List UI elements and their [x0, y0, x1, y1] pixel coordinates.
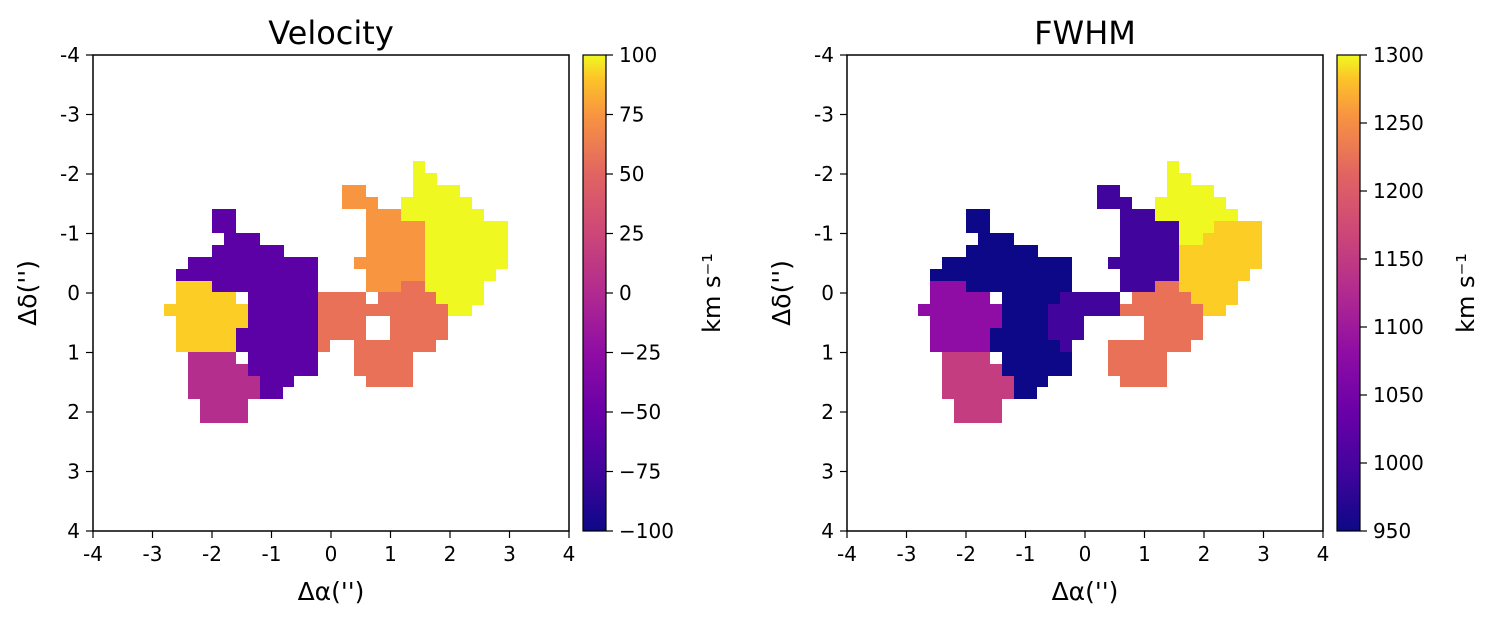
velocity-ytick-label: 3	[67, 460, 80, 484]
velocity-ytick-label: 4	[67, 519, 80, 543]
velocity-colorbar-tick: −50	[619, 400, 661, 424]
velocity-colorbar-label: km s⁻¹	[698, 253, 726, 333]
velocity-ytick-label: -2	[60, 162, 80, 186]
fwhm-colorbar-tick: 950	[1373, 519, 1411, 543]
velocity-panel: Velocity -4 -3 -2	[13, 14, 726, 606]
fwhm-colorbar-tick: 1200	[1373, 179, 1424, 203]
fwhm-xtick-label: -2	[956, 542, 976, 566]
velocity-ytick-label: 2	[67, 400, 80, 424]
fwhm-y-ticks	[840, 54, 847, 532]
velocity-ytick-label: 0	[67, 281, 80, 305]
velocity-colorbar-tick: 100	[619, 43, 657, 67]
fwhm-ytick-label: 0	[821, 281, 834, 305]
velocity-region-gold	[164, 281, 248, 352]
fwhm-ytick-label: 2	[821, 400, 834, 424]
velocity-colorbar-tick: −75	[619, 460, 661, 484]
fwhm-ytick-label: -4	[814, 43, 834, 67]
velocity-region-magenta	[188, 352, 260, 423]
fwhm-xtick-label: 1	[1138, 542, 1151, 566]
velocity-region-orange	[342, 185, 425, 292]
velocity-xtick-label: 2	[444, 542, 457, 566]
velocity-xtick-label: 4	[563, 542, 576, 566]
velocity-xtick-label: 1	[384, 542, 397, 566]
fwhm-ytick-label: 3	[821, 460, 834, 484]
fwhm-map	[918, 161, 1262, 423]
fwhm-region-pink	[942, 352, 1014, 423]
fwhm-x-axis-label: Δα('')	[1052, 577, 1119, 606]
velocity-xtick-label: -2	[202, 542, 222, 566]
fwhm-region-indigo	[1048, 185, 1179, 352]
fwhm-xtick-label: -1	[1016, 542, 1036, 566]
velocity-title: Velocity	[268, 14, 394, 52]
fwhm-colorbar-label: km s⁻¹	[1452, 253, 1480, 333]
velocity-x-ticks	[92, 531, 570, 538]
velocity-colorbar-tick: 50	[619, 162, 644, 186]
velocity-xtick-label: -3	[143, 542, 163, 566]
fwhm-panel: FWHM -4 -3 -2	[767, 14, 1480, 606]
fwhm-xtick-label: 3	[1257, 542, 1270, 566]
fwhm-colorbar-tick: 1150	[1373, 247, 1424, 271]
velocity-colorbar-tick: 25	[619, 222, 644, 246]
velocity-x-axis-label: Δα('')	[298, 577, 365, 606]
fwhm-ytick-label: -2	[814, 162, 834, 186]
velocity-y-ticks	[86, 54, 93, 532]
fwhm-colorbar-tick: 1050	[1373, 383, 1424, 407]
fwhm-xtick-label: 4	[1317, 542, 1330, 566]
velocity-xtick-label: 0	[325, 542, 338, 566]
velocity-region-salmon	[294, 281, 448, 387]
fwhm-ytick-label: 4	[821, 519, 834, 543]
fwhm-region-salmon	[1108, 281, 1203, 387]
fwhm-ytick-label: 1	[821, 341, 834, 365]
velocity-xtick-label: 3	[503, 542, 516, 566]
velocity-colorbar-tick: 75	[619, 103, 644, 127]
velocity-ytick-label: -3	[60, 103, 80, 127]
fwhm-title: FWHM	[1034, 14, 1136, 52]
velocity-colorbar-tick: 0	[619, 281, 632, 305]
fwhm-region-yellow	[1155, 161, 1238, 245]
velocity-colorbar-tick: −25	[619, 341, 661, 365]
fwhm-x-ticks	[846, 531, 1324, 538]
velocity-colorbar-gradient	[582, 54, 607, 532]
fwhm-xtick-label: 2	[1198, 542, 1211, 566]
fwhm-xtick-label: -4	[837, 542, 857, 566]
fwhm-xtick-label: -3	[897, 542, 917, 566]
velocity-y-axis-label: Δδ('')	[13, 260, 42, 326]
fwhm-region-purple	[918, 281, 1002, 352]
velocity-ytick-label: -1	[60, 222, 80, 246]
velocity-colorbar: 100 75 50 25 0 −25 −50 −75 −100 km s⁻¹	[582, 43, 726, 543]
fwhm-region-gold	[1179, 221, 1262, 316]
velocity-ytick-label: -4	[60, 43, 80, 67]
fwhm-colorbar-tick: 1100	[1373, 315, 1424, 339]
velocity-xtick-label: -4	[83, 542, 103, 566]
fwhm-colorbar-tick: 1300	[1373, 43, 1424, 67]
fwhm-colorbar-tick: 1250	[1373, 111, 1424, 135]
velocity-map	[164, 161, 508, 423]
fwhm-y-axis-label: Δδ('')	[767, 260, 796, 326]
fwhm-ytick-label: -1	[814, 222, 834, 246]
fwhm-ytick-label: -3	[814, 103, 834, 127]
fwhm-xtick-label: 0	[1079, 542, 1092, 566]
velocity-xtick-label: -1	[262, 542, 282, 566]
fwhm-colorbar-tick: 1000	[1373, 451, 1424, 475]
fwhm-colorbar-gradient	[1336, 54, 1361, 532]
velocity-colorbar-tick: −100	[619, 519, 674, 543]
fwhm-colorbar: 1300 1250 1200 1150 1100 1050 1000 950 k…	[1336, 43, 1480, 543]
velocity-region-yellow	[401, 161, 508, 316]
velocity-ytick-label: 1	[67, 341, 80, 365]
